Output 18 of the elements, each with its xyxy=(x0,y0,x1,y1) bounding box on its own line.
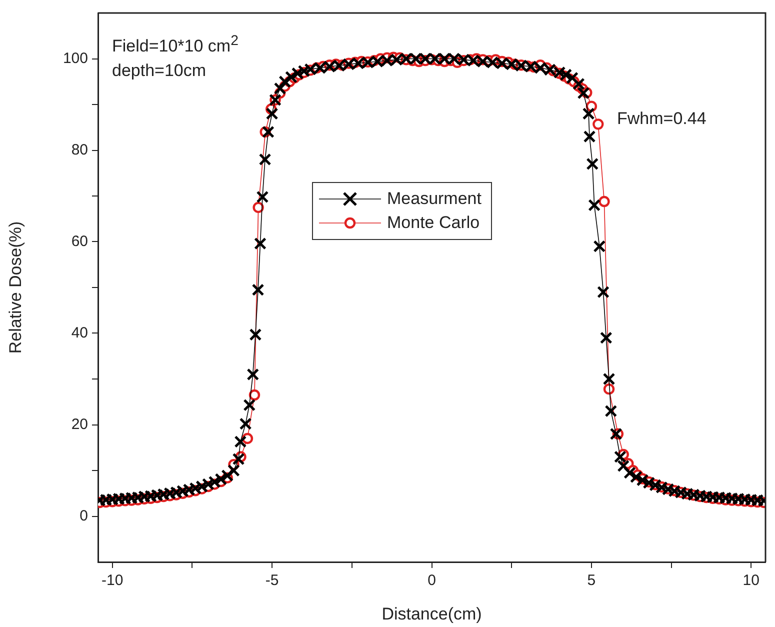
y-tick-label: 80 xyxy=(71,141,88,158)
x-tick-label: -5 xyxy=(265,572,279,590)
y-tick-label: 40 xyxy=(71,324,88,342)
x-tick-label: 10 xyxy=(742,572,760,590)
annotation: Fwhm=0.44 xyxy=(617,109,706,128)
y-tick-label: 60 xyxy=(71,232,88,250)
legend-label: Measurment xyxy=(387,189,482,209)
x-axis-title: Distance(cm) xyxy=(382,604,482,624)
legend-label: Monte Carlo xyxy=(387,213,480,233)
x-tick-label: 5 xyxy=(587,572,596,590)
annotation: depth=10cm xyxy=(112,61,206,80)
x-tick-label: 0 xyxy=(428,572,436,590)
y-tick-label: 0 xyxy=(80,507,88,524)
y-tick-label: 100 xyxy=(62,50,88,67)
x-tick-label: -10 xyxy=(102,572,124,590)
annotation: Field=10*10 cm$^{2}$ xyxy=(112,33,238,56)
y-axis-title: Relative Dose(%) xyxy=(6,221,25,354)
y-tick-label: 20 xyxy=(71,416,88,433)
